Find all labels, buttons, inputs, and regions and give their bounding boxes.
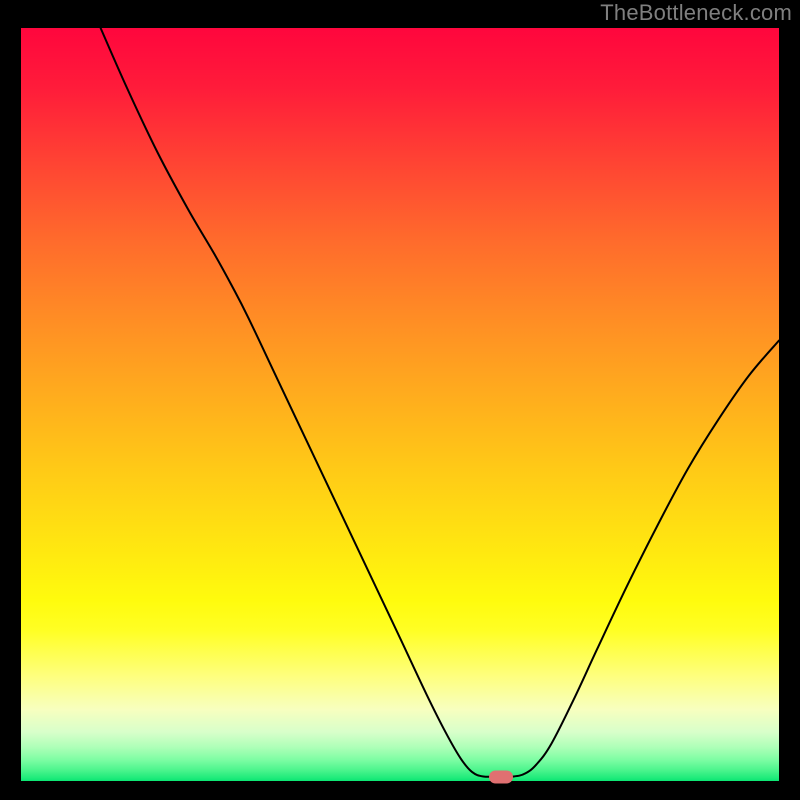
bottleneck-curve bbox=[21, 28, 779, 781]
curve-path bbox=[101, 28, 779, 777]
chart-plot-area bbox=[21, 28, 779, 781]
optimal-marker bbox=[489, 770, 513, 783]
chart-frame: TheBottleneck.com bbox=[0, 0, 800, 800]
watermark-text: TheBottleneck.com bbox=[600, 0, 792, 26]
